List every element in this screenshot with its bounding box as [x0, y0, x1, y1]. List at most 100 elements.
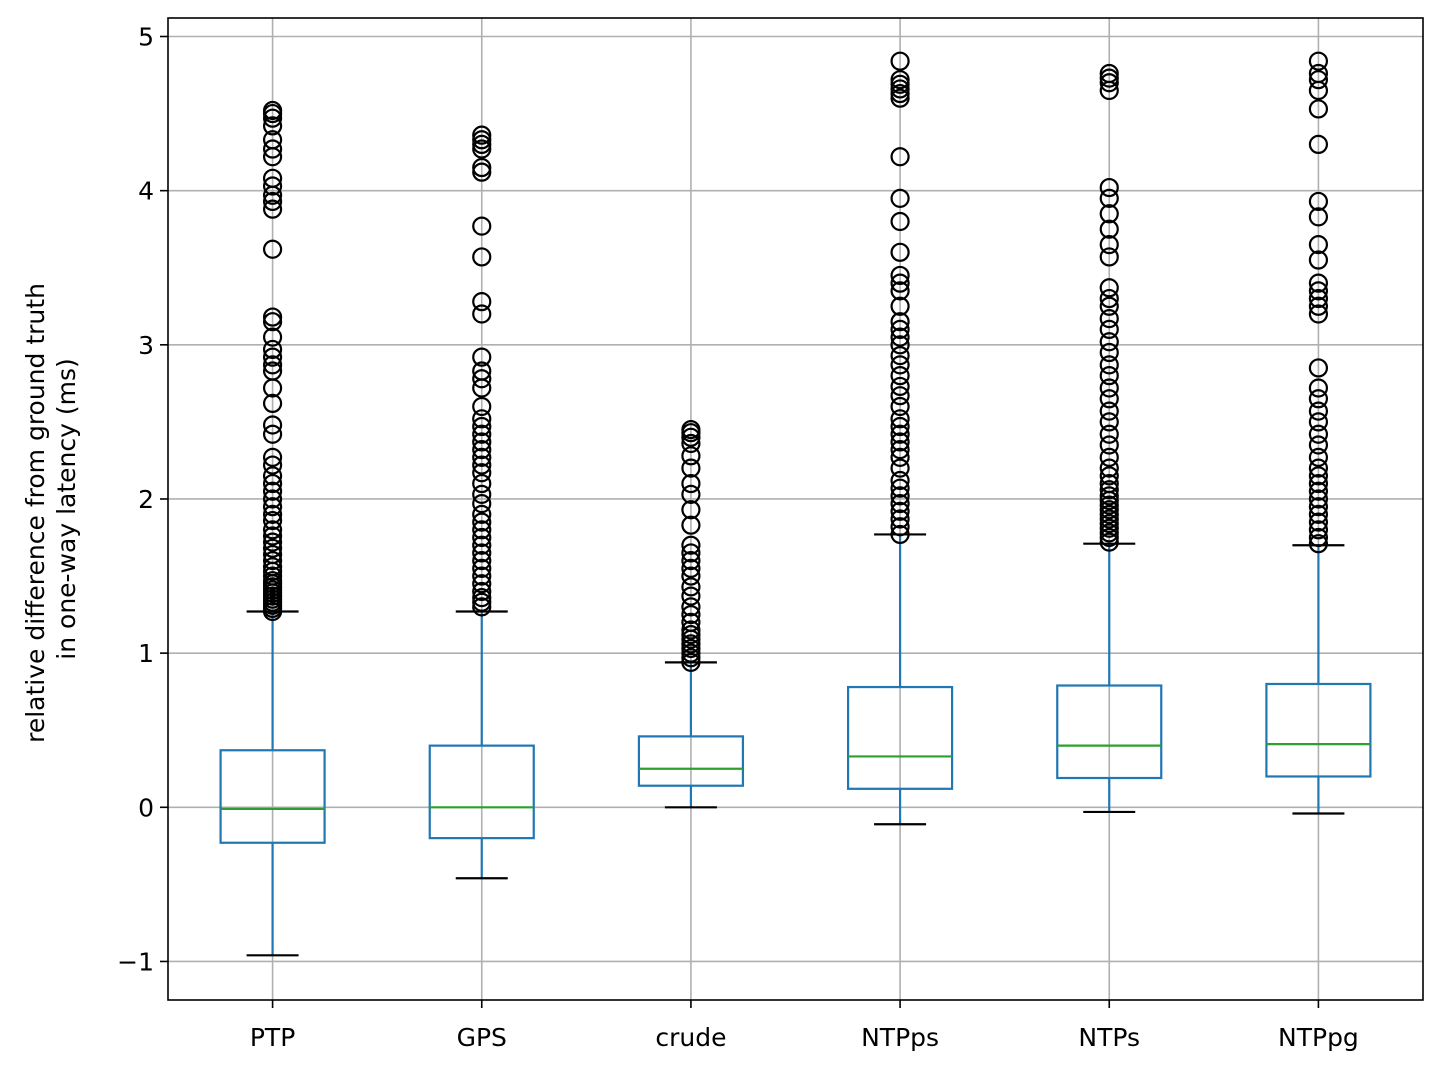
- outlier-point: [1099, 288, 1119, 309]
- y-tick-label: 1: [138, 639, 154, 668]
- outlier-point: [472, 592, 492, 612]
- outlier-point: [262, 526, 283, 546]
- outlier-point: [1308, 191, 1329, 212]
- outlier-point: [681, 427, 701, 447]
- outlier-point: [681, 458, 701, 478]
- outlier-point: [890, 51, 910, 71]
- outlier-point: [262, 312, 283, 332]
- outlier-point: [890, 346, 910, 366]
- outlier-point: [1308, 250, 1329, 270]
- outlier-point: [890, 509, 910, 529]
- y-axis-label-line-1: relative difference from ground truth: [21, 283, 50, 743]
- outlier-point: [1308, 207, 1329, 227]
- outlier-point: [262, 566, 283, 586]
- outlier-point: [472, 396, 492, 417]
- outlier-point: [890, 319, 910, 340]
- outlier-point: [681, 586, 701, 606]
- outlier-point: [890, 281, 910, 301]
- outlier-point: [262, 199, 283, 219]
- outlier-point: [890, 386, 910, 406]
- outlier-point: [472, 130, 492, 150]
- outlier-point: [1099, 500, 1119, 520]
- outlier-point: [472, 504, 492, 524]
- outlier-point: [1308, 497, 1329, 517]
- outlier-point: [262, 307, 283, 327]
- outlier-point: [681, 446, 701, 466]
- outlier-point: [681, 515, 701, 535]
- outlier-point: [262, 489, 283, 509]
- outlier-point: [472, 292, 492, 312]
- outlier-point: [890, 478, 910, 498]
- outlier-point: [890, 335, 910, 355]
- outlier-point: [1308, 424, 1329, 444]
- outlier-point: [472, 463, 492, 483]
- outlier-point: [1308, 447, 1329, 467]
- outlier-point: [1099, 509, 1119, 529]
- outlier-point: [472, 424, 492, 444]
- outlier-point: [472, 361, 492, 381]
- outlier-point: [890, 327, 910, 347]
- outlier-point: [472, 432, 492, 452]
- outlier-point: [1308, 288, 1329, 309]
- outlier-point: [890, 211, 910, 232]
- outlier-point: [1308, 358, 1329, 378]
- outlier-point: [890, 242, 910, 262]
- outlier-point: [262, 108, 283, 128]
- outlier-point: [890, 486, 910, 506]
- outlier-point: [472, 527, 492, 548]
- outlier-point: [472, 440, 492, 460]
- box-iqr: [1056, 684, 1163, 780]
- outlier-point: [472, 574, 492, 594]
- outlier-point: [890, 409, 910, 429]
- outlier-point: [472, 304, 492, 324]
- outlier-point: [1308, 458, 1329, 478]
- outlier-point: [472, 134, 492, 155]
- y-tick-label: 0: [138, 793, 154, 822]
- outlier-point: [890, 88, 910, 108]
- box-group-ntppg: [1265, 51, 1372, 815]
- outlier-point: [262, 424, 283, 444]
- outlier-point: [472, 566, 492, 586]
- outlier-point: [472, 588, 492, 608]
- outlier-point: [472, 216, 492, 236]
- outlier-point: [890, 432, 910, 452]
- outlier-point: [262, 447, 283, 467]
- outlier-point: [472, 455, 492, 475]
- outlier-point: [262, 504, 283, 524]
- outlier-point: [472, 125, 492, 145]
- outlier-point: [1308, 504, 1329, 524]
- outlier-point: [262, 327, 283, 347]
- outlier-point: [890, 273, 910, 293]
- outlier-point: [890, 524, 910, 545]
- outlier-point: [262, 239, 283, 259]
- outlier-point: [681, 551, 701, 571]
- outlier-point: [1308, 534, 1329, 554]
- outlier-point: [262, 520, 283, 540]
- outlier-point: [1099, 332, 1119, 352]
- outlier-point: [1099, 473, 1119, 494]
- box-iqr: [1265, 682, 1372, 778]
- outlier-point: [890, 447, 910, 467]
- outlier-point: [1308, 51, 1329, 71]
- box-iqr: [637, 735, 745, 787]
- outlier-point: [262, 481, 283, 501]
- outlier-point: [472, 347, 492, 367]
- outlier-point: [890, 296, 910, 316]
- outlier-point: [1308, 401, 1329, 421]
- outlier-point: [1099, 319, 1119, 340]
- outlier-point: [262, 139, 283, 159]
- box-group-ntpps: [846, 51, 954, 826]
- outlier-point: [681, 473, 701, 494]
- outlier-point: [262, 571, 283, 591]
- outlier-point: [1308, 489, 1329, 509]
- outlier-point: [1099, 68, 1119, 88]
- outlier-point: [1099, 278, 1119, 298]
- outlier-point: [1099, 466, 1119, 486]
- outlier-point: [890, 424, 910, 444]
- outlier-point: [890, 74, 910, 94]
- outlier-point: [890, 83, 910, 104]
- outlier-point: [681, 625, 701, 645]
- outlier-point: [1308, 70, 1329, 90]
- outlier-point: [681, 612, 701, 632]
- outlier-point: [1099, 342, 1119, 363]
